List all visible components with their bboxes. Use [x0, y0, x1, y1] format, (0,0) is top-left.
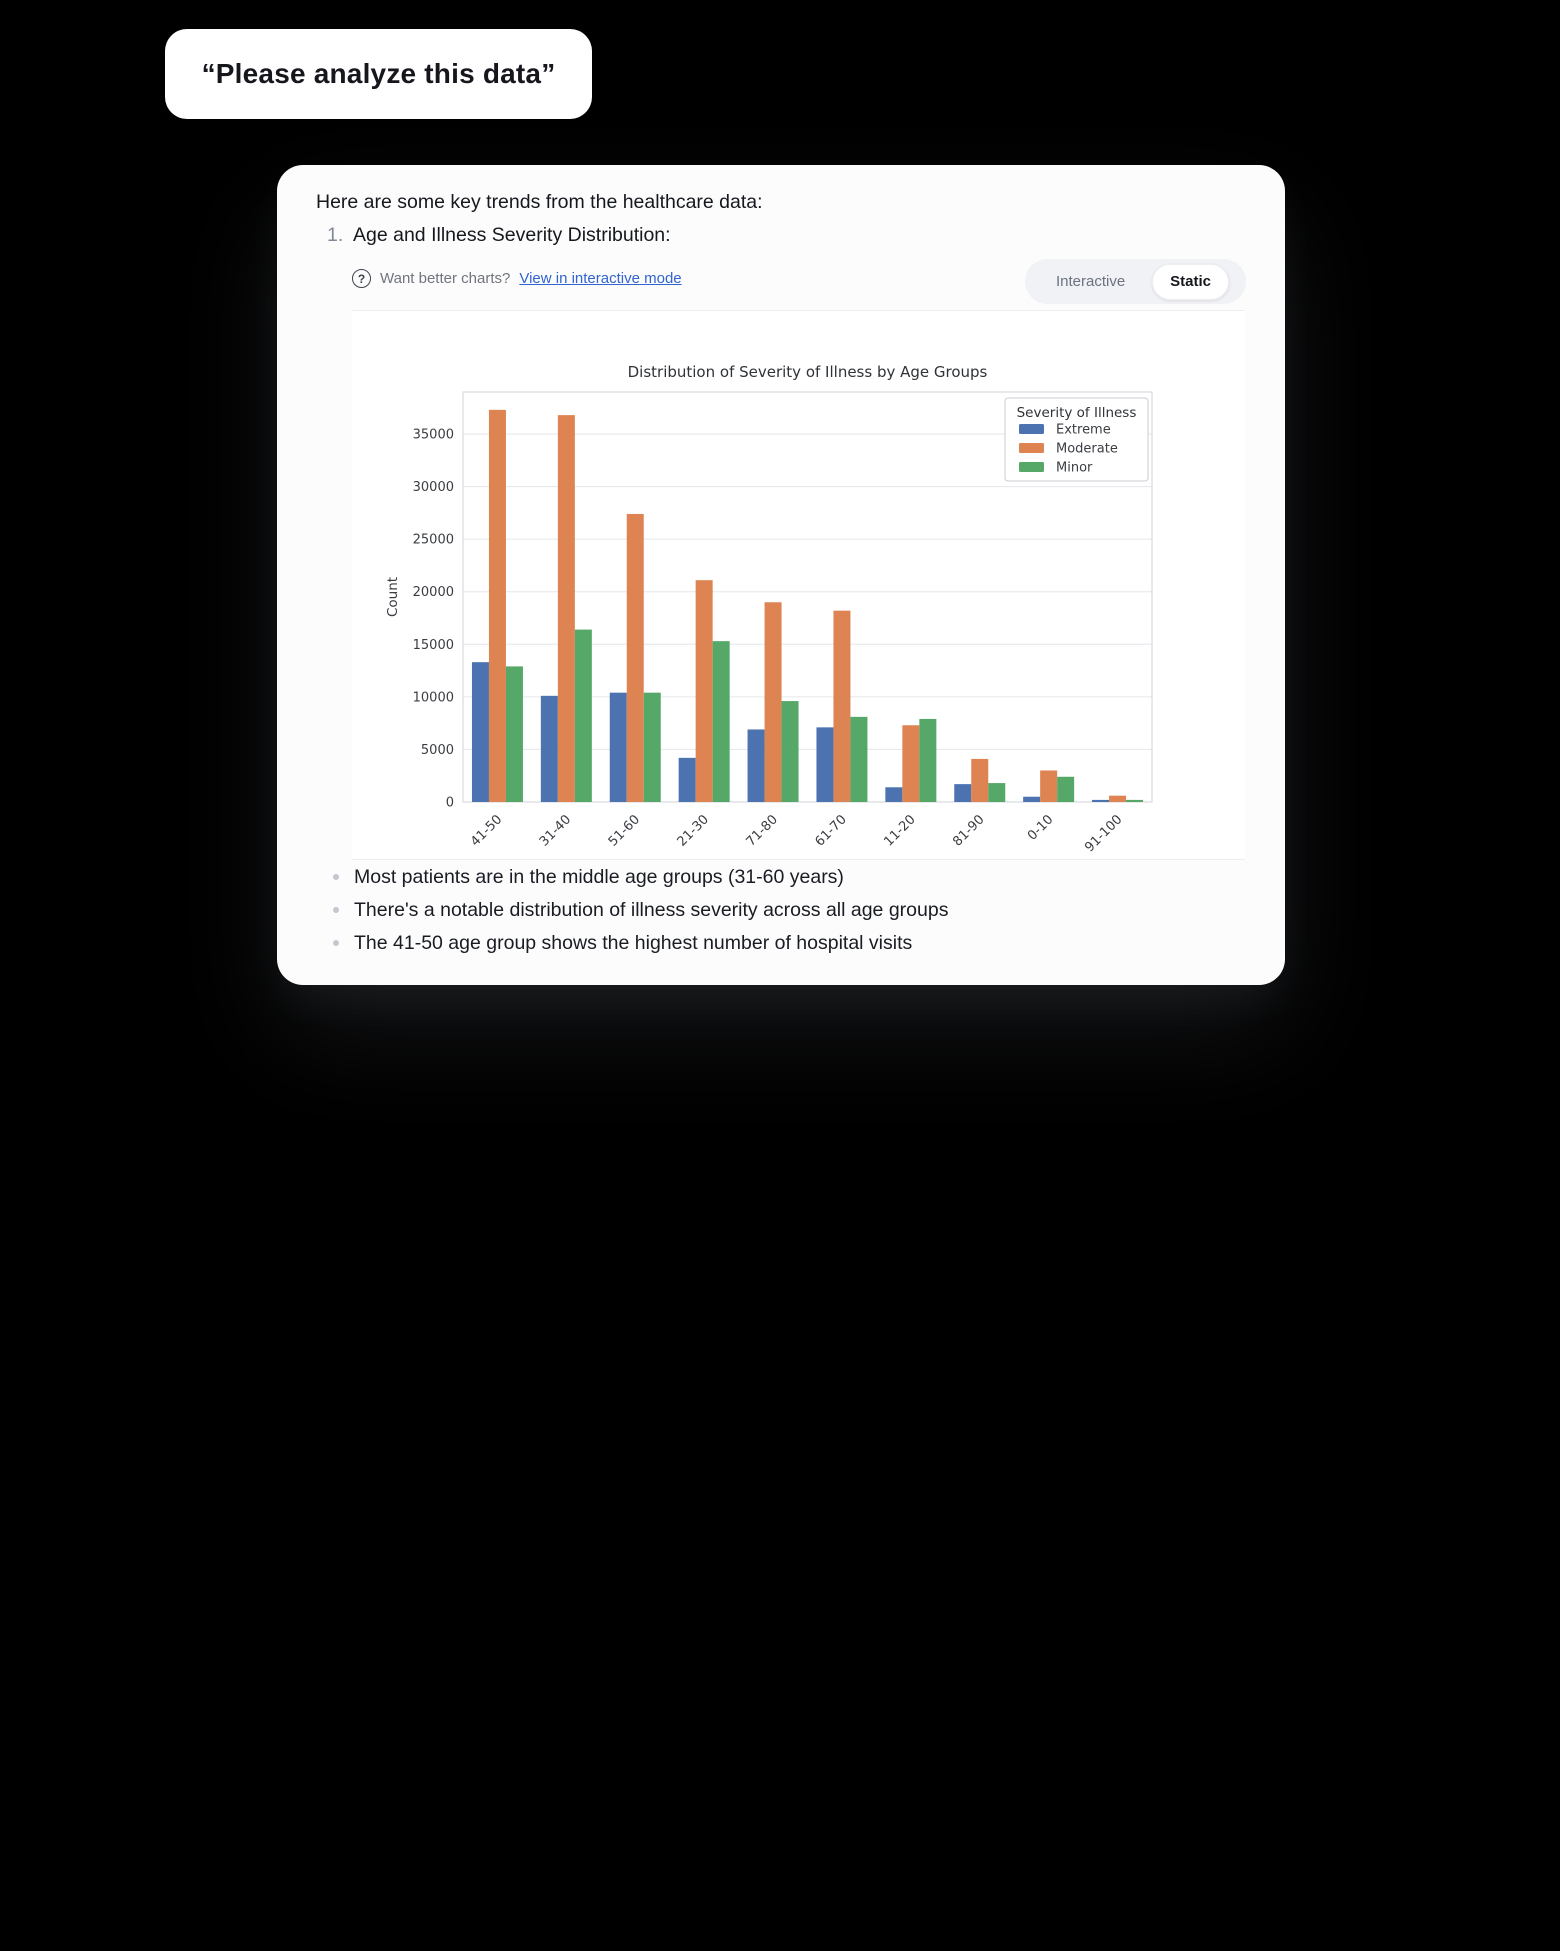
user-message-bubble: “Please analyze this data”: [165, 29, 592, 119]
bar-minor-11-20: [919, 718, 937, 802]
bar-moderate-0-10: [1040, 770, 1058, 802]
legend-swatch-moderate: [1019, 443, 1044, 453]
chart-title: Distribution of Severity of Illness by A…: [628, 363, 988, 381]
x-tick-label: 61-70: [812, 812, 849, 849]
x-tick-label: 11-20: [881, 812, 918, 849]
bar-extreme-21-30: [678, 757, 696, 802]
bar-extreme-0-10: [1023, 796, 1041, 802]
bullet-dot-icon: [333, 874, 339, 880]
question-mark-icon: ?: [352, 269, 371, 288]
y-tick-label: 20000: [413, 585, 454, 600]
bar-moderate-61-70: [833, 610, 851, 802]
bar-moderate-91-100: [1109, 795, 1127, 802]
bar-extreme-81-90: [954, 784, 972, 802]
toggle-option-static[interactable]: Static: [1152, 263, 1229, 300]
legend-swatch-minor: [1019, 462, 1044, 472]
intro-text: Here are some key trends from the health…: [316, 191, 763, 213]
x-tick-label: 21-30: [675, 812, 712, 849]
bullet-text: There's a notable distribution of illnes…: [354, 899, 949, 921]
y-tick-label: 5000: [421, 743, 454, 758]
interactive-hint-row: ? Want better charts? View in interactiv…: [352, 269, 682, 288]
bullet-dot-icon: [333, 907, 339, 913]
x-tick-label: 31-40: [537, 812, 574, 849]
y-axis-label: Count: [385, 577, 401, 617]
assistant-response-card: Here are some key trends from the health…: [277, 165, 1285, 985]
chart-panel: 0 5000 10000 15000 20000 25000 30000 35000 41-50…: [352, 310, 1245, 860]
legend-box: [1004, 397, 1149, 482]
bar-moderate-21-30: [695, 580, 713, 802]
bar-moderate-11-20: [902, 725, 920, 802]
y-tick-label: 30000: [413, 480, 454, 495]
bar-moderate-51-60: [626, 513, 644, 802]
bar-minor-51-60: [643, 692, 661, 802]
x-tick-label: 91-100: [1082, 812, 1125, 855]
legend-label-moderate: Moderate: [1056, 442, 1118, 457]
bar-extreme-41-50: [471, 662, 489, 802]
bar-extreme-61-70: [816, 727, 834, 802]
bar-extreme-11-20: [885, 787, 903, 802]
bar-minor-71-80: [781, 701, 799, 802]
insight-bullets: Most patients are in the middle age grou…: [333, 866, 948, 965]
y-tick-label: 25000: [413, 533, 454, 548]
bullet-text: Most patients are in the middle age grou…: [354, 866, 844, 888]
bar-minor-41-50: [505, 666, 523, 802]
x-tick-label: 71-80: [744, 812, 781, 849]
bar-minor-91-100: [1126, 799, 1144, 802]
legend-label-minor: Minor: [1056, 461, 1093, 476]
x-tick-label: 81-90: [950, 812, 987, 849]
bullet-item: There's a notable distribution of illnes…: [333, 899, 948, 921]
user-message-text: “Please analyze this data”: [201, 58, 556, 89]
bullet-text: The 41-50 age group shows the highest nu…: [354, 932, 913, 954]
x-tick-label: 41-50: [468, 812, 505, 849]
bar-minor-31-40: [574, 629, 592, 802]
bullet-item: Most patients are in the middle age grou…: [333, 866, 948, 888]
bar-moderate-81-90: [971, 758, 989, 802]
x-tick-label: 51-60: [606, 812, 643, 849]
list-number: 1.: [327, 224, 344, 246]
legend-swatch-extreme: [1019, 424, 1044, 434]
x-tick-label: 0-10: [1025, 812, 1056, 843]
legend-label-extreme: Extreme: [1056, 423, 1111, 438]
bar-minor-61-70: [850, 716, 868, 802]
bar-minor-21-30: [712, 641, 730, 802]
y-tick-label: 10000: [413, 690, 454, 705]
bullet-dot-icon: [333, 940, 339, 946]
bullet-item: The 41-50 age group shows the highest nu…: [333, 932, 948, 954]
chart-mode-toggle: Interactive Static: [1025, 259, 1246, 304]
toggle-static-label: Static: [1170, 273, 1211, 290]
bar-extreme-31-40: [540, 695, 558, 802]
bar-extreme-51-60: [609, 692, 627, 802]
bar-moderate-71-80: [764, 602, 782, 802]
bar-minor-81-90: [988, 783, 1006, 802]
bar-minor-0-10: [1057, 776, 1075, 802]
y-tick-label: 0: [446, 796, 454, 811]
toggle-option-interactive[interactable]: Interactive: [1055, 273, 1126, 290]
legend-title: Severity of Illness: [1017, 405, 1137, 421]
hint-text: Want better charts?: [380, 270, 511, 287]
bar-extreme-71-80: [747, 729, 765, 802]
severity-chart: 0 5000 10000 15000 20000 25000 30000 35000 41-50…: [385, 363, 1153, 855]
y-tick-label: 35000: [413, 428, 454, 443]
plot-border: [462, 391, 1153, 803]
list-item-label: Age and Illness Severity Distribution:: [353, 224, 671, 246]
numbered-list-item: 1. Age and Illness Severity Distribution…: [327, 224, 671, 247]
y-tick-label: 15000: [413, 638, 454, 653]
view-interactive-link[interactable]: View in interactive mode: [519, 270, 682, 287]
bar-moderate-31-40: [557, 415, 575, 802]
bar-extreme-91-100: [1092, 799, 1110, 802]
bar-moderate-41-50: [488, 409, 506, 802]
